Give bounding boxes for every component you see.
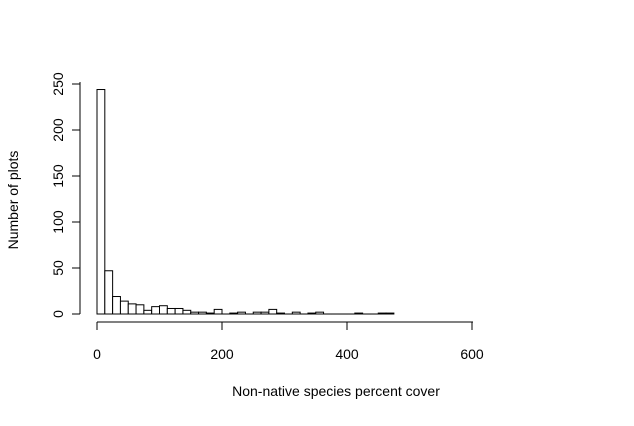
y-tick-label: 50 <box>50 260 66 276</box>
histogram-bar <box>308 313 316 314</box>
y-tick-label: 150 <box>50 164 66 188</box>
histogram-bar <box>199 312 207 314</box>
histogram-bar <box>378 313 386 314</box>
y-tick-label: 100 <box>50 210 66 234</box>
histogram-bar <box>269 309 277 314</box>
histogram-bar <box>136 305 144 314</box>
histogram-bar <box>206 313 214 314</box>
histogram-bar <box>167 308 175 314</box>
histogram-bar <box>253 312 261 314</box>
histogram-bar <box>386 313 394 314</box>
x-tick-label: 600 <box>460 346 484 362</box>
histogram-bar <box>355 313 363 314</box>
y-tick-label: 200 <box>50 118 66 142</box>
histogram-bar <box>105 271 113 314</box>
histogram-bar <box>230 313 238 314</box>
histogram-bar <box>128 304 136 314</box>
histogram-bar <box>113 297 121 314</box>
histogram-bar <box>292 312 300 314</box>
histogram-bar <box>238 312 246 314</box>
histogram-bar <box>214 309 222 314</box>
histogram-bar <box>144 310 152 314</box>
histogram-bar <box>175 308 183 314</box>
x-axis: 0 200 400 600 <box>93 322 484 362</box>
histogram-bar <box>316 312 324 314</box>
histogram-bar <box>120 301 128 314</box>
y-tick-label: 0 <box>50 310 66 318</box>
y-ticks: 0 50 100 150 200 250 <box>50 72 80 318</box>
histogram-bar <box>97 90 105 314</box>
histogram-bar <box>277 313 285 314</box>
histogram-bars <box>97 90 394 314</box>
x-axis-label: Non-native species percent cover <box>232 383 440 399</box>
y-axis-label: Number of plots <box>5 151 21 250</box>
histogram-bar <box>191 312 199 314</box>
y-tick-label: 250 <box>50 72 66 96</box>
histogram-bar <box>183 310 191 314</box>
x-ticks: 0 200 400 600 <box>93 322 484 362</box>
histogram-bar <box>261 312 269 314</box>
histogram-bar <box>160 306 168 314</box>
x-tick-label: 0 <box>93 346 101 362</box>
histogram-bar <box>152 307 160 314</box>
x-tick-label: 400 <box>335 346 359 362</box>
x-tick-label: 200 <box>210 346 234 362</box>
y-axis: 0 50 100 150 200 250 <box>50 72 80 318</box>
